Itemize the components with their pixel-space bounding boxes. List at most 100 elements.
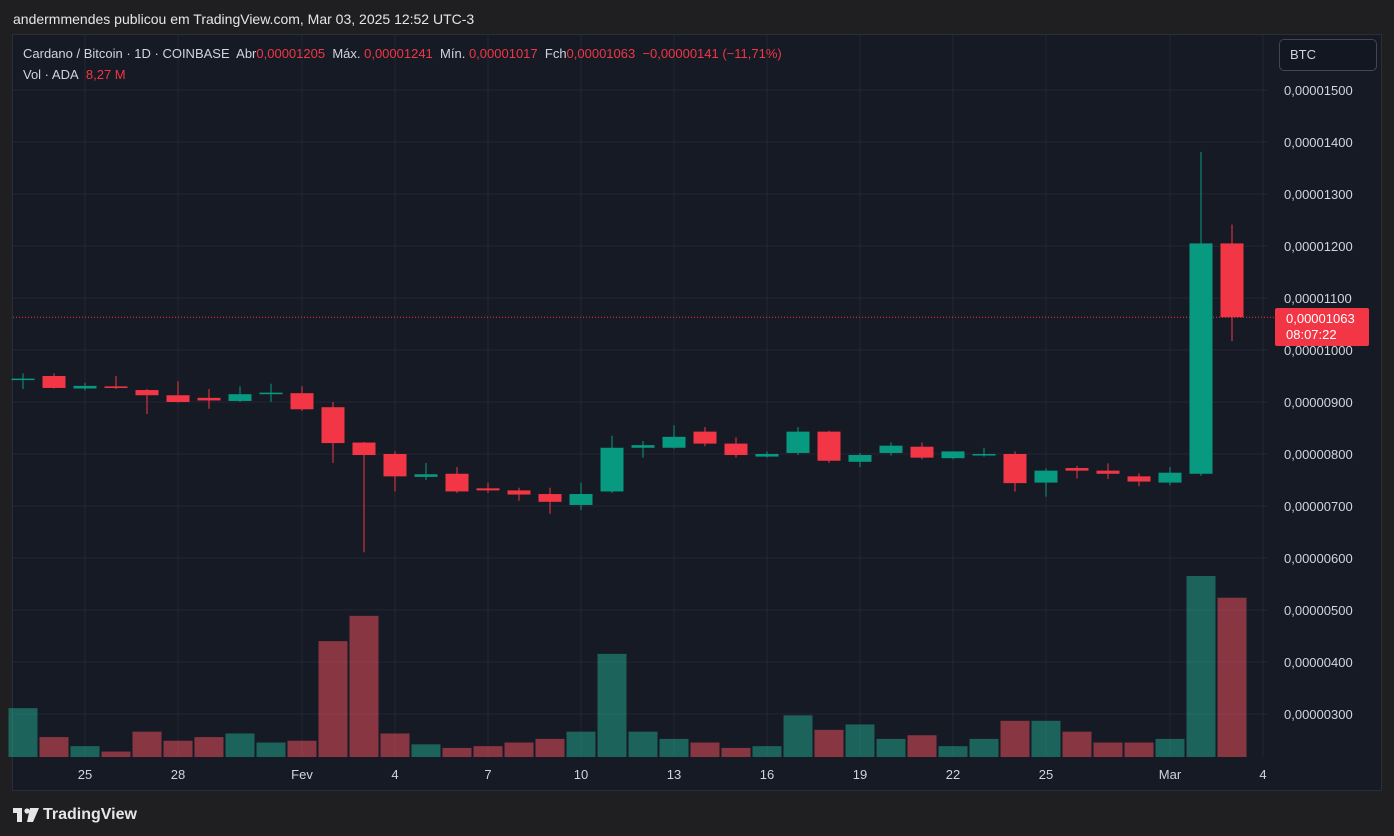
volume-row: Vol · ADA 8,27 M: [23, 66, 782, 87]
candle: [445, 467, 469, 493]
candle-body: [662, 436, 686, 448]
last-price-value: 0,00001063: [1286, 311, 1355, 326]
volume-bar: [318, 641, 348, 757]
candle: [476, 482, 500, 493]
candle-body: [42, 376, 66, 388]
low-value: 0,00001017: [468, 46, 538, 61]
volume-bar: [1186, 576, 1216, 757]
candle: [755, 451, 779, 458]
candle-body: [445, 473, 469, 492]
volume-label[interactable]: Vol · ADA: [23, 67, 79, 82]
candle-body: [1127, 476, 1151, 482]
volume-bar: [597, 653, 627, 757]
close-value: 0,00001063: [566, 46, 636, 61]
time-axis: 25 28 Fev 4 7 10 13 16 19 22 25 Mar 4: [78, 767, 1267, 782]
candle-body: [1034, 470, 1058, 483]
candle-body: [631, 445, 655, 448]
candle-body: [600, 447, 624, 492]
candle: [1065, 465, 1089, 479]
candle-body: [383, 454, 407, 477]
candle-body: [693, 431, 717, 444]
candle-body: [1189, 243, 1213, 474]
time-tick-label: 16: [760, 767, 774, 782]
time-tick-label: 4: [391, 767, 398, 782]
price-tick-label: 0,00001200: [1284, 239, 1353, 254]
candle: [1127, 473, 1151, 487]
currency-button[interactable]: BTC: [1279, 39, 1377, 71]
volume-bar: [1124, 742, 1154, 757]
volume-value: 8,27 M: [85, 67, 126, 82]
chart-panel[interactable]: [12, 34, 1382, 791]
volume-bar: [752, 746, 782, 757]
candle: [352, 442, 376, 553]
candle-body: [569, 494, 593, 505]
candle: [724, 437, 748, 458]
price-tick-label: 0,00000600: [1284, 551, 1353, 566]
volume-bar: [256, 742, 286, 757]
candle: [166, 381, 190, 403]
candle-body: [1003, 454, 1027, 484]
candle: [879, 442, 903, 456]
volume-bar: [876, 738, 906, 757]
volume-bar: [969, 738, 999, 757]
candle: [972, 447, 996, 457]
candle-body: [1096, 470, 1120, 474]
volume-bars: [8, 576, 1247, 757]
volume-bar: [349, 615, 379, 757]
bar-countdown: 08:07:22: [1286, 327, 1337, 342]
candle-body: [228, 394, 252, 401]
volume-bar: [132, 731, 162, 757]
candle-body: [197, 397, 221, 401]
candle: [941, 451, 965, 460]
candle-body: [414, 474, 438, 477]
candle: [1220, 224, 1244, 342]
candle-body: [817, 431, 841, 461]
publisher-header: andermmendes publicou em TradingView.com…: [13, 11, 475, 27]
candle-body: [73, 385, 97, 389]
time-tick-label: Mar: [1159, 767, 1182, 782]
volume-bar: [907, 735, 937, 757]
candle: [383, 451, 407, 492]
candle-body: [135, 390, 159, 396]
candle: [786, 426, 810, 456]
volume-bar: [628, 731, 658, 757]
change-value: −0,00000141 (−11,71%): [642, 46, 782, 61]
volume-bar: [473, 746, 503, 757]
low-label: Mín.: [440, 46, 466, 61]
grid-lines: [13, 35, 1268, 757]
time-tick-label: 10: [574, 767, 588, 782]
price-tick-label: 0,00001500: [1284, 83, 1353, 98]
candle-body: [1065, 468, 1089, 471]
time-tick-label: 19: [853, 767, 867, 782]
candle: [42, 373, 66, 389]
candle: [507, 487, 531, 501]
volume-bar: [938, 746, 968, 757]
candle-body: [941, 451, 965, 459]
candle-body: [972, 454, 996, 456]
time-tick-label: 25: [78, 767, 92, 782]
volume-bar: [535, 738, 565, 757]
time-tick-label: 7: [484, 767, 491, 782]
time-tick-label: 4: [1259, 767, 1266, 782]
volume-bar: [380, 733, 410, 757]
candle-body: [104, 386, 128, 388]
volume-bar: [814, 729, 844, 757]
candle: [1189, 151, 1213, 476]
tradingview-logo-icon: [13, 808, 39, 822]
tradingview-branding[interactable]: TradingView: [13, 806, 137, 824]
candle-body: [290, 393, 314, 410]
price-tick-label: 0,00001100: [1284, 291, 1352, 306]
candle: [631, 441, 655, 458]
candle: [1096, 463, 1120, 479]
high-value: 0,00001241: [364, 46, 433, 61]
candle: [538, 487, 562, 514]
symbol-label[interactable]: Cardano / Bitcoin · 1D · COINBASE: [23, 46, 230, 61]
open-value: 0,00001205: [256, 46, 326, 61]
candle-body: [11, 378, 35, 381]
volume-bar: [845, 724, 875, 757]
volume-bar: [70, 746, 100, 757]
candle-body: [507, 490, 531, 495]
volume-bar: [690, 742, 720, 757]
candle: [135, 389, 159, 414]
